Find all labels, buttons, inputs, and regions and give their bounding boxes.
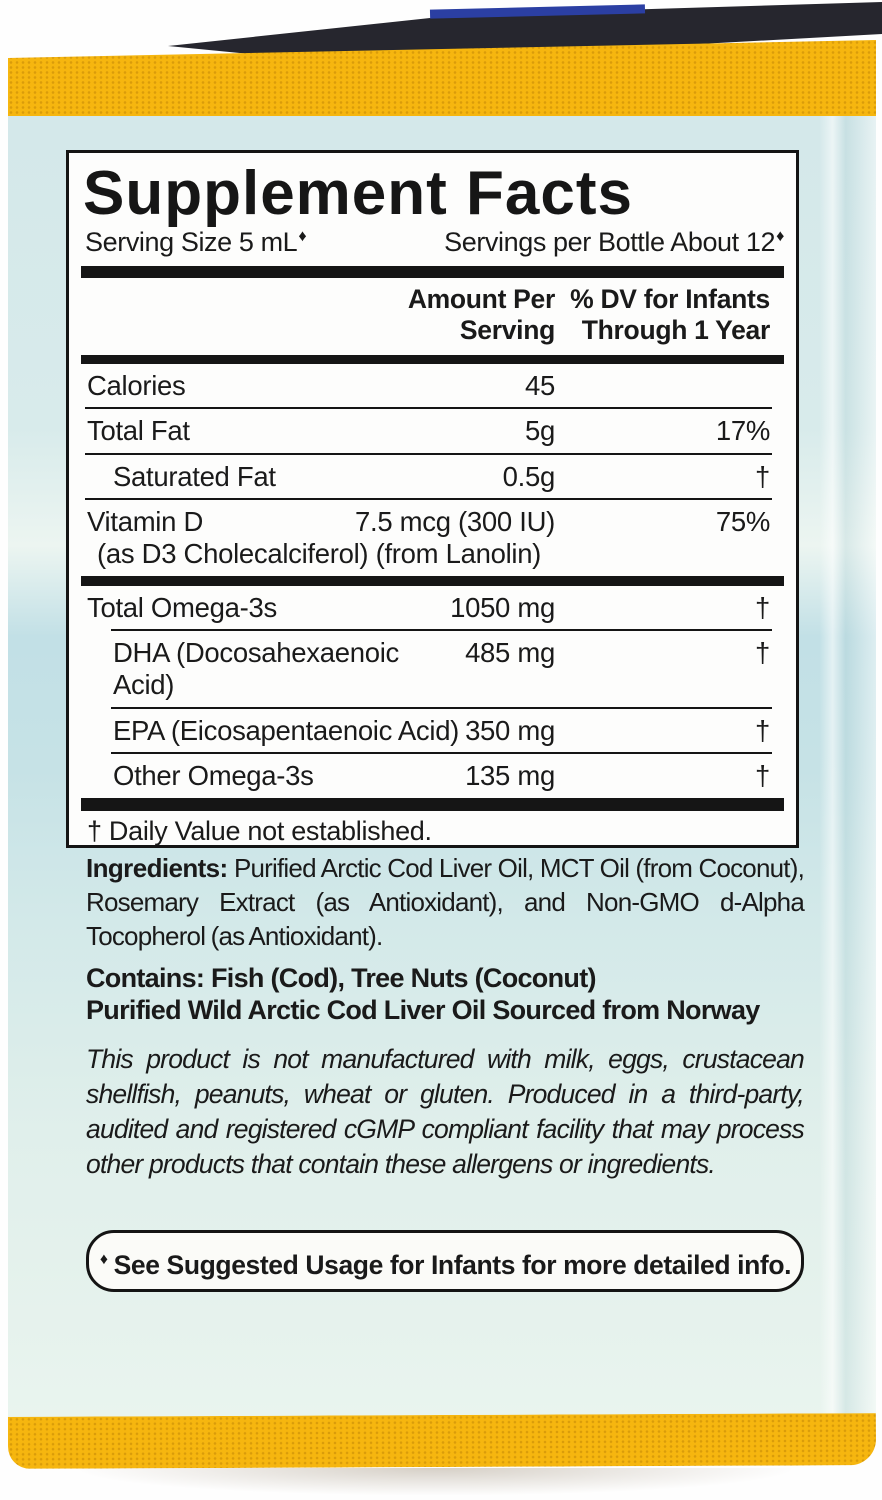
- nutrient-amount: 485 mg: [465, 637, 555, 669]
- nutrient-dv: †: [755, 637, 770, 669]
- nutrient-name: Calories: [87, 369, 186, 401]
- ingredients-paragraph: Ingredients: Purified Arctic Cod Liver O…: [86, 852, 805, 953]
- nutrient-amount: 7.5 mcg (300 IU): [355, 506, 555, 538]
- nutrient-name: Other Omega-3s: [113, 760, 314, 792]
- servings-per-bottle: Servings per Bottle About 12♦: [444, 227, 784, 257]
- row-separator: [81, 575, 784, 586]
- allergen-statement: This product is not manufactured with mi…: [86, 1044, 805, 1179]
- table-row: EPA (Eicosapentaenoic Acid) 350 mg †: [69, 709, 796, 753]
- table-row: Calories 45: [69, 364, 796, 408]
- divider-heavy: [81, 797, 784, 811]
- facts-rows: Calories 45 Total Fat 5g 17% Saturated F…: [69, 364, 796, 798]
- serving-line: Serving Size 5 mL♦ Servings per Bottle A…: [69, 225, 796, 266]
- nutrient-amount: 1050 mg: [450, 591, 555, 623]
- nutrient-amount: 350 mg: [465, 714, 555, 746]
- usage-note-box: ♦ See Suggested Usage for Infants for mor…: [86, 1229, 804, 1292]
- nutrient-subname: (as D3 Cholecalciferol) (from Lanolin): [97, 538, 542, 570]
- row-separator: [111, 752, 772, 755]
- row-separator: [85, 498, 772, 501]
- panel-title: Supplement Facts: [83, 159, 633, 228]
- nutrient-amount: 5g: [525, 415, 555, 447]
- contains-line: Contains: Fish (Cod), Tree Nuts (Coconut…: [86, 963, 596, 994]
- nutrient-dv: †: [755, 760, 770, 792]
- nutrient-amount: 45: [525, 369, 555, 401]
- sourced-line: Purified Wild Arctic Cod Liver Oil Sourc…: [86, 994, 760, 1025]
- table-row: Saturated Fat 0.5g †: [69, 455, 796, 499]
- label-details: Ingredients: Purified Arctic Cod Liver O…: [86, 852, 805, 1292]
- diamond-mark-icon: ♦: [298, 227, 307, 245]
- row-separator: [111, 629, 772, 632]
- usage-note-text: See Suggested Usage for Infants for more…: [113, 1249, 792, 1280]
- nutrient-name: Saturated Fat: [113, 460, 276, 492]
- dv-footnote: † Daily Value not established.: [87, 815, 432, 846]
- diamond-mark-icon: ♦: [99, 1250, 108, 1268]
- table-row: Other Omega-3s 135 mg †: [69, 754, 796, 798]
- diamond-mark-icon: ♦: [776, 227, 784, 245]
- nutrient-name: EPA (Eicosapentaenoic Acid): [113, 714, 460, 746]
- divider-medium: [81, 354, 784, 364]
- nutrient-dv: †: [755, 714, 770, 746]
- divider-heavy: [81, 266, 784, 278]
- table-row: DHA (Docosahexaenoic Acid) 485 mg †: [69, 631, 796, 706]
- contains-block: Contains: Fish (Cod), Tree Nuts (Coconut…: [86, 963, 804, 1026]
- row-separator: [85, 452, 772, 455]
- nutrient-dv: 17%: [715, 415, 770, 447]
- nutrient-amount: 135 mg: [465, 760, 555, 792]
- column-headers: Amount Per Serving % DV for Infants Thro…: [69, 278, 796, 355]
- row-separator: [85, 407, 772, 410]
- nutrient-dv: †: [755, 591, 770, 623]
- nutrient-name: Total Omega-3s: [87, 591, 277, 623]
- nutrient-dv: †: [755, 460, 770, 492]
- table-row: Vitamin D (as D3 Cholecalciferol) (from …: [69, 500, 796, 575]
- yellow-band-bottom: [7, 1413, 877, 1469]
- table-row: Total Fat 5g 17%: [69, 409, 796, 453]
- row-separator: [111, 706, 772, 709]
- ingredients-label: Ingredients:: [86, 853, 228, 883]
- nutrient-name: Total Fat: [87, 415, 190, 447]
- serving-size: Serving Size 5 mL♦: [85, 227, 307, 257]
- nutrient-amount: 0.5g: [502, 460, 556, 492]
- header-dv-infants: % DV for Infants Through 1 Year: [570, 284, 770, 346]
- nutrient-name: Vitamin D (as D3 Cholecalciferol) (from …: [87, 506, 542, 570]
- nutrient-name: DHA (Docosahexaenoic Acid): [113, 637, 399, 700]
- table-row: Total Omega-3s 1050 mg †: [69, 586, 796, 630]
- header-spacer: [87, 284, 408, 347]
- supplement-facts-panel: Supplement Facts Serving Size 5 mL♦ Serv…: [66, 150, 799, 848]
- nutrient-dv: 75%: [715, 506, 770, 538]
- ingredients-text: Purified Arctic Cod Liver Oil, MCT Oil (…: [86, 853, 805, 951]
- box-shadow: [70, 1468, 800, 1496]
- header-amount-per-serving: Amount Per Serving: [407, 284, 555, 346]
